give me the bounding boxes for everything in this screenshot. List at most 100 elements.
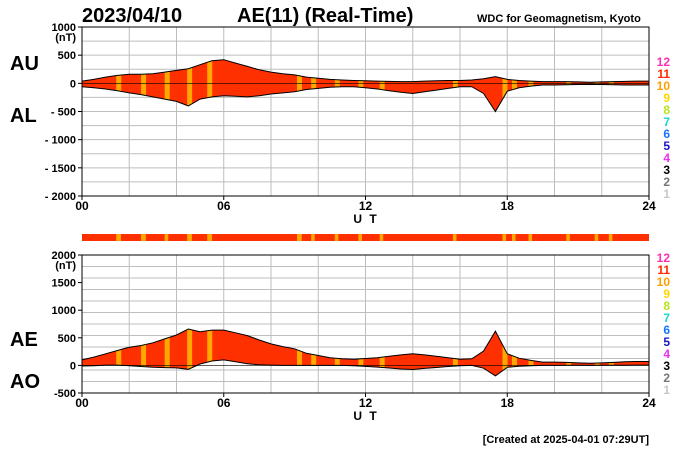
activity-bar-segment xyxy=(296,234,302,241)
y-tick-label: - 1500 xyxy=(45,163,76,175)
series-label-upper: AE xyxy=(10,329,38,351)
series-label-lower: AO xyxy=(10,371,40,393)
index-scale-label: 9 xyxy=(663,91,670,105)
index-scale-label: 11 xyxy=(657,67,670,81)
series-label-upper: AU xyxy=(10,53,39,75)
y-tick-label: 500 xyxy=(58,50,76,62)
activity-bar-segment xyxy=(187,234,192,241)
activity-bar-segment xyxy=(511,234,516,241)
y-tick-label: - 500 xyxy=(51,107,76,119)
area-activity-band xyxy=(116,329,122,376)
activity-bar-segment xyxy=(82,234,649,241)
series-line-au xyxy=(81,59,649,83)
activity-bar-segment xyxy=(358,234,362,241)
activity-bar-segment xyxy=(207,234,212,241)
index-scale-label: 6 xyxy=(663,323,670,337)
index-scale-label: 7 xyxy=(663,115,670,129)
index-scale-label: 10 xyxy=(657,79,671,93)
y-tick-label: 1500 xyxy=(52,278,76,290)
y-tick-label: 0 xyxy=(70,78,76,90)
index-scale-label: 6 xyxy=(663,127,670,141)
activity-bar-segment xyxy=(608,234,613,241)
x-tick-label: 00 xyxy=(75,396,89,410)
activity-bar-segment xyxy=(116,234,121,241)
x-tick-label: 18 xyxy=(501,396,515,410)
x-tick-label: 12 xyxy=(359,396,373,410)
area-activity-band xyxy=(116,59,122,112)
area-activity-band xyxy=(502,329,508,376)
area-activity-band xyxy=(141,59,147,112)
x-tick-label: 06 xyxy=(217,199,231,213)
index-scale-label: 3 xyxy=(663,163,670,177)
x-axis-label: U T xyxy=(353,212,378,226)
y-tick-label: 1000 xyxy=(52,305,76,317)
x-tick-label: 24 xyxy=(642,199,656,213)
index-scale-label: 12 xyxy=(657,251,671,265)
activity-bar-segment xyxy=(379,234,384,241)
area-activity-band xyxy=(296,329,302,376)
activity-bar-segment xyxy=(164,234,169,241)
area-fill-au-al xyxy=(82,59,649,112)
area-activity-band xyxy=(187,59,193,112)
area-activity-band xyxy=(296,59,302,112)
index-scale-label: 7 xyxy=(663,311,670,325)
y-tick-label: 2000 xyxy=(52,250,76,262)
plot-date: 2023/04/10 xyxy=(82,5,182,27)
area-activity-band xyxy=(511,59,517,112)
activity-bar-segment xyxy=(502,234,507,241)
index-scale-label: 1 xyxy=(663,383,670,397)
activity-bar-segment xyxy=(334,234,339,241)
index-scale-label: 1 xyxy=(663,187,670,201)
y-unit-label: (nT) xyxy=(55,32,76,44)
index-scale-label: 11 xyxy=(657,263,670,277)
y-tick-label: 1000 xyxy=(52,22,76,34)
area-activity-band xyxy=(164,59,170,112)
area-activity-band xyxy=(502,59,508,112)
y-tick-label: 500 xyxy=(58,333,76,345)
y-tick-label: -500 xyxy=(54,388,76,400)
area-activity-band xyxy=(187,329,193,376)
y-tick-label: - 1000 xyxy=(45,135,76,147)
created-timestamp: [Created at 2025-04-01 07:29UT] xyxy=(483,434,650,446)
x-tick-label: 24 xyxy=(642,396,656,410)
x-tick-label: 12 xyxy=(359,199,373,213)
area-activity-band xyxy=(379,59,385,112)
source-label: WDC for Geomagnetism, Kyoto xyxy=(477,13,641,25)
series-label-lower: AL xyxy=(10,105,37,127)
activity-bar-segment xyxy=(141,234,146,241)
area-activity-band xyxy=(311,59,317,112)
x-axis-label: U T xyxy=(353,409,378,423)
index-scale-label: 9 xyxy=(663,287,670,301)
index-scale-label: 10 xyxy=(657,275,671,289)
activity-bar-segment xyxy=(311,234,315,241)
activity-bar-segment xyxy=(566,234,570,241)
index-scale-label: 5 xyxy=(663,335,670,349)
plot-title: AE(11) (Real-Time) xyxy=(237,5,413,27)
area-activity-band xyxy=(164,329,170,376)
index-scale-label: 2 xyxy=(663,175,670,189)
y-tick-label: 0 xyxy=(70,360,76,372)
index-scale-label: 4 xyxy=(663,151,670,165)
series-line-al xyxy=(81,84,649,113)
activity-bar-segment xyxy=(528,234,533,241)
activity-bar-segment xyxy=(452,234,457,241)
index-scale-label: 12 xyxy=(657,55,671,69)
y-tick-label: - 2000 xyxy=(45,191,76,203)
area-activity-band xyxy=(358,59,364,112)
index-scale-label: 8 xyxy=(663,103,670,117)
index-scale-label: 2 xyxy=(663,371,670,385)
index-scale-label: 5 xyxy=(663,139,670,153)
x-tick-label: 18 xyxy=(501,199,515,213)
area-activity-band xyxy=(452,59,458,112)
area-activity-band xyxy=(207,329,213,376)
x-tick-label: 06 xyxy=(217,396,231,410)
y-unit-label: (nT) xyxy=(55,260,76,272)
area-activity-band xyxy=(207,59,213,112)
index-scale-label: 3 xyxy=(663,359,670,373)
series-line-ae xyxy=(81,328,649,364)
area-activity-band xyxy=(141,329,147,376)
index-scale-label: 4 xyxy=(663,347,670,361)
